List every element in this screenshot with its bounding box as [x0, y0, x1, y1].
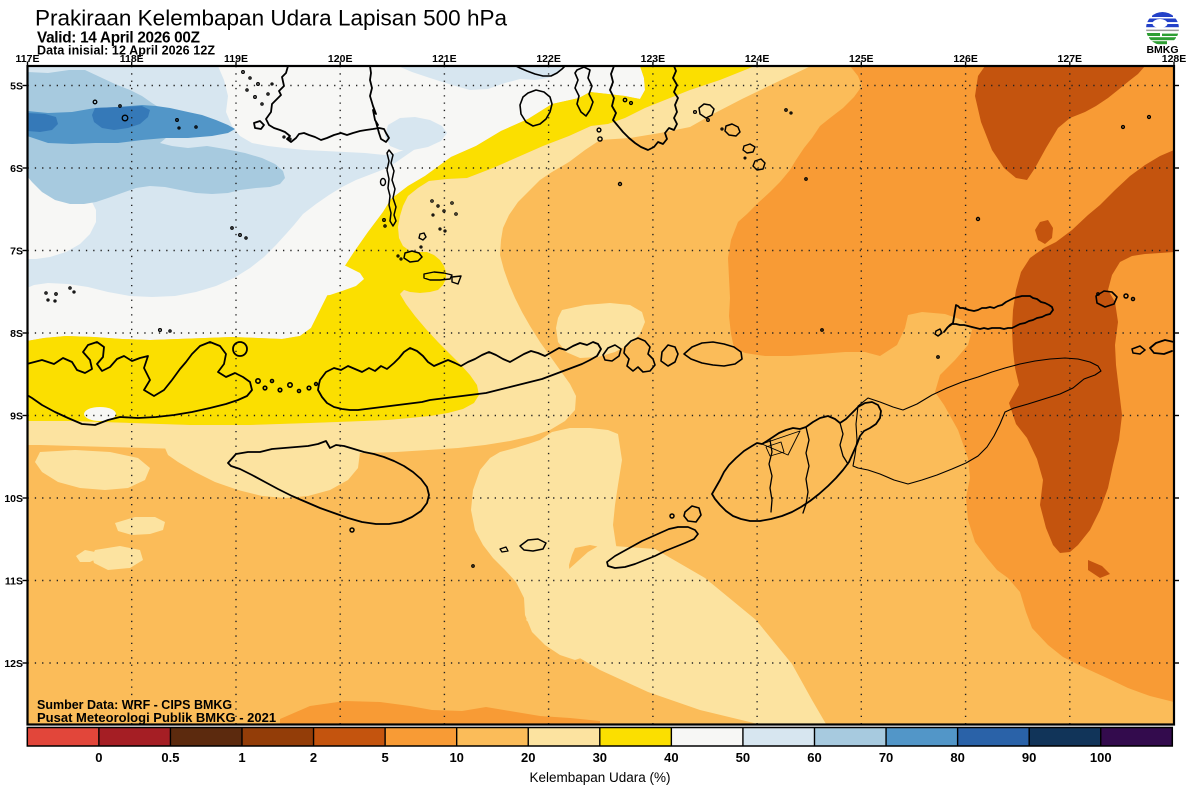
- svg-text:11S: 11S: [5, 575, 23, 587]
- svg-text:100: 100: [1090, 750, 1112, 765]
- svg-text:20: 20: [521, 750, 535, 765]
- svg-text:125E: 125E: [849, 53, 874, 65]
- svg-text:10S: 10S: [4, 493, 23, 505]
- svg-text:123E: 123E: [641, 53, 666, 65]
- svg-text:50: 50: [736, 750, 750, 765]
- svg-text:40: 40: [664, 750, 678, 765]
- svg-text:12S: 12S: [4, 658, 23, 670]
- svg-text:30: 30: [593, 750, 607, 765]
- svg-text:121E: 121E: [432, 53, 457, 65]
- svg-text:70: 70: [879, 750, 893, 765]
- svg-text:9S: 9S: [10, 410, 23, 422]
- svg-text:124E: 124E: [745, 53, 770, 65]
- svg-text:Pusat Meteorologi Publik BMKG: Pusat Meteorologi Publik BMKG - 2021: [37, 710, 276, 725]
- svg-text:Kelembapan Udara (%): Kelembapan Udara (%): [529, 770, 670, 785]
- svg-text:119E: 119E: [224, 53, 248, 65]
- svg-text:117E: 117E: [16, 53, 40, 65]
- svg-text:122E: 122E: [536, 53, 561, 65]
- svg-text:2: 2: [310, 750, 317, 765]
- svg-text:Sumber Data: WRF - CIPS BMKG: Sumber Data: WRF - CIPS BMKG: [37, 698, 232, 712]
- svg-text:Prakiraan Kelembapan Udara Lap: Prakiraan Kelembapan Udara Lapisan 500 h…: [35, 5, 507, 30]
- svg-text:118E: 118E: [120, 53, 144, 65]
- svg-text:128E: 128E: [1162, 53, 1187, 65]
- svg-text:127E: 127E: [1058, 53, 1083, 65]
- svg-text:5S: 5S: [10, 80, 23, 92]
- svg-text:5: 5: [381, 750, 388, 765]
- svg-text:0.5: 0.5: [161, 750, 179, 765]
- svg-text:6S: 6S: [10, 163, 23, 175]
- svg-text:7S: 7S: [10, 245, 23, 257]
- svg-text:8S: 8S: [10, 328, 23, 340]
- svg-text:0: 0: [95, 750, 102, 765]
- svg-text:120E: 120E: [328, 53, 353, 65]
- svg-text:90: 90: [1022, 750, 1036, 765]
- svg-text:Valid: 14 April 2026 00Z: Valid: 14 April 2026 00Z: [37, 30, 200, 47]
- svg-text:126E: 126E: [953, 53, 978, 65]
- svg-text:BMKG: BMKG: [1146, 44, 1178, 56]
- svg-text:Data inisial: 12 April 2026 12: Data inisial: 12 April 2026 12Z: [37, 44, 215, 58]
- svg-text:80: 80: [950, 750, 964, 765]
- svg-text:10: 10: [449, 750, 463, 765]
- svg-text:60: 60: [807, 750, 821, 765]
- svg-text:1: 1: [238, 750, 245, 765]
